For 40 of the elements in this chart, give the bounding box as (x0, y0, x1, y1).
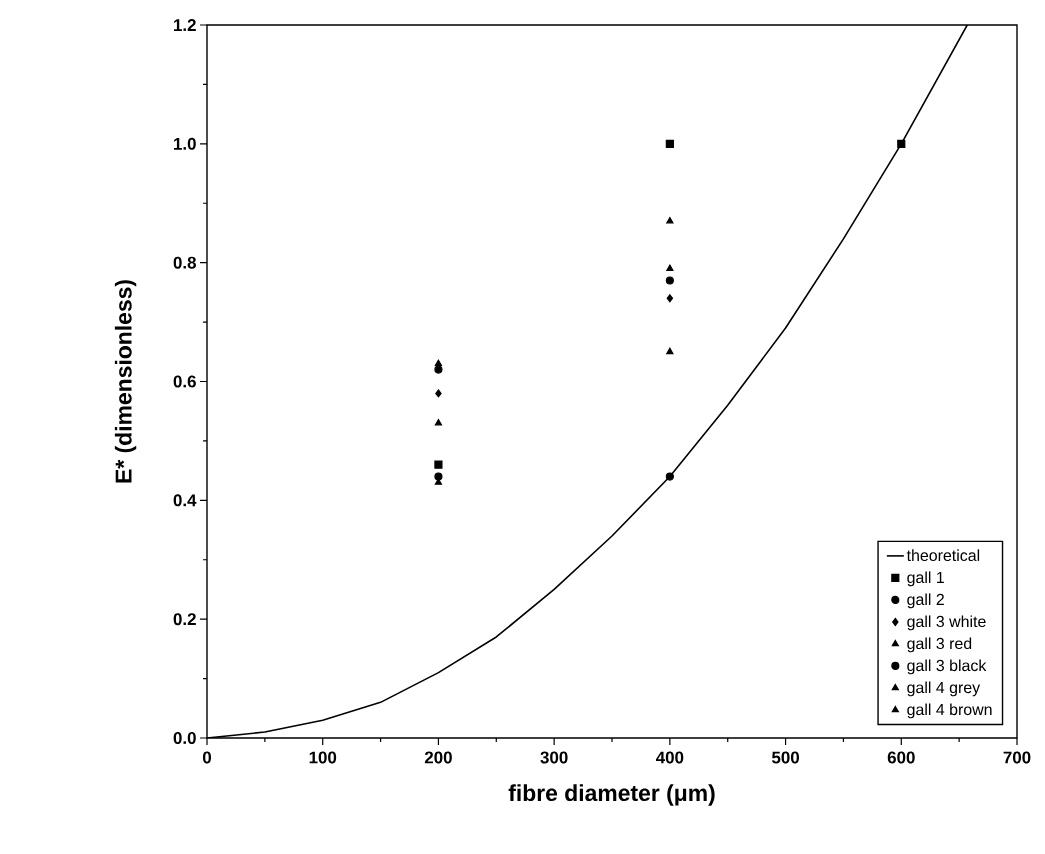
point (666, 347, 674, 355)
legend-label: gall 1 (907, 571, 944, 587)
point (665, 276, 674, 285)
x-tick-label: 300 (540, 751, 568, 764)
y-tick-label: 0.2 (173, 613, 196, 626)
x-tick-label: 100 (309, 751, 337, 764)
point (434, 359, 443, 367)
point (897, 139, 906, 148)
point (434, 478, 443, 485)
x-tick-label: 700 (1003, 751, 1031, 764)
legend-label: gall 4 grey (907, 681, 981, 697)
point (434, 365, 443, 374)
point (435, 389, 442, 398)
x-tick-label: 200 (424, 751, 452, 764)
x-tick-label: 600 (887, 751, 915, 764)
x-axis-title: fibre diameter (μm) (508, 784, 715, 806)
point (665, 139, 674, 148)
x-tick-label: 500 (771, 751, 799, 764)
y-axis-title: E* (dimensionless) (114, 280, 137, 483)
y-tick-label: 1.0 (174, 137, 196, 150)
x-tick-label: 0 (202, 751, 212, 764)
point (665, 472, 674, 481)
y-tick-label: 0.4 (173, 494, 197, 507)
point (666, 264, 674, 271)
point (434, 472, 443, 481)
point (666, 216, 674, 224)
y-tick-label: 0.8 (173, 256, 196, 269)
legend-label: theoretical (906, 549, 980, 562)
point (434, 460, 443, 469)
y-tick-label: 1.2 (174, 19, 196, 31)
legend-label: gall 3 black (907, 659, 987, 675)
legend-label: gall 3 red (907, 637, 972, 653)
y-tick-label: 0.0 (173, 732, 196, 744)
y-tick-label: 0.6 (173, 375, 196, 388)
legend-label: gall 3 white (907, 615, 986, 631)
legend-label: gall 2 (907, 593, 944, 609)
legend-label: gall 4 brown (907, 703, 992, 719)
point (434, 419, 443, 426)
x-tick-label: 400 (655, 751, 684, 764)
point (666, 294, 674, 303)
